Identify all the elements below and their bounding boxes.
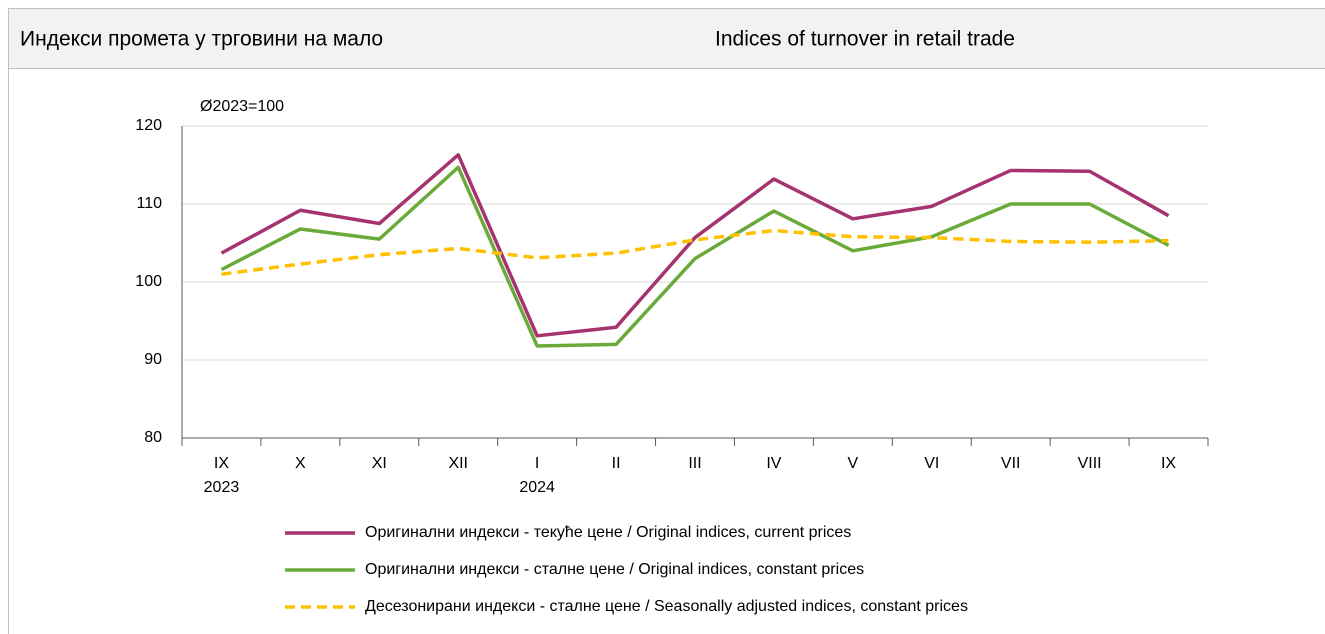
x-tick-label: II [612,455,621,472]
y-tick-label: 80 [144,429,162,446]
x-tick-label: XII [448,455,468,472]
y-tick-label: 120 [135,117,162,134]
y-tick-label: 90 [144,351,162,368]
x-tick-label: IV [766,455,781,472]
x-tick-label: VIII [1078,455,1102,472]
x-tick-label: XI [372,455,387,472]
header-title-en: Indices of turnover in retail trade [715,28,1015,51]
series-line [221,228,1169,276]
panel-frame [8,8,1325,634]
legend-label: Оригинални индекси - текуће цене / Origi… [365,524,851,541]
x-tick-label: IX 2023 [204,455,240,496]
x-tick-label: VI [924,455,939,472]
x-tick-label: I 2024 [519,455,555,496]
x-tick-label: V [848,455,859,472]
y-tick-label: 100 [135,273,162,290]
panel-header [8,8,1325,69]
series-line [220,153,1170,338]
unit-label: Ø2023=100 [200,98,284,115]
x-tick-label: VII [1001,455,1021,472]
x-tick-label: III [688,455,701,472]
header-title-sr: Индекси промета у трговини на мало [20,28,383,51]
y-tick-label: 110 [136,195,162,212]
legend-label: Десезонирани индекси - сталне цене / Sea… [365,598,968,615]
series-line [220,165,1170,348]
x-tick-label: X [295,455,306,472]
x-tick-label: IX [1161,455,1176,472]
legend-label: Оригинални индекси - сталне цене / Origi… [365,561,864,578]
